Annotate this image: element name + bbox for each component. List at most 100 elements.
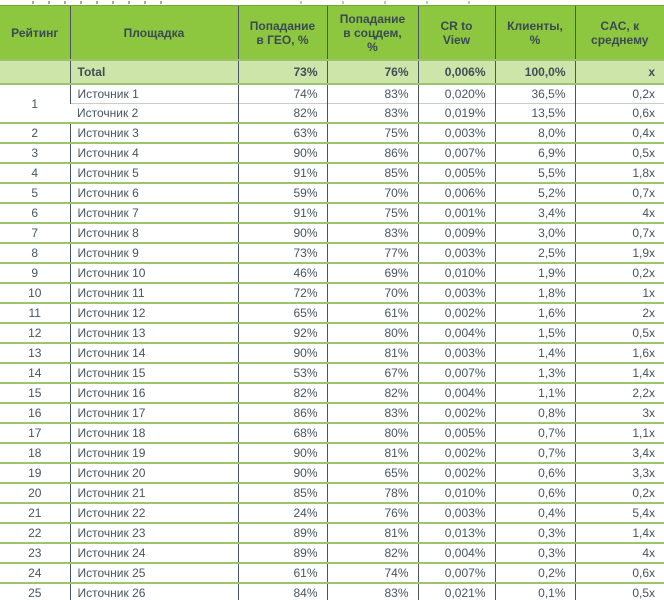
cell-cac: 2,2x [574, 382, 664, 403]
cell-platform: Источник 12 [69, 302, 238, 323]
cell-geo: 65% [237, 302, 327, 323]
cell-cac: 0,7x [574, 182, 664, 203]
cell-clients: 0,7% [494, 422, 575, 443]
cell-clients: 1,8% [494, 282, 575, 303]
cell-platform: Источник 6 [69, 182, 238, 203]
cell-cac: 1x [574, 282, 664, 303]
cell-social: 83% [326, 103, 418, 123]
cropped-text-remnant [0, 0, 664, 5]
table-row: Источник 2 82% 83% 0,019% 13,5% 0,6x [0, 103, 664, 123]
table-row: 25 Источник 26 84% 83% 0,021% 0,1% 0,5x [0, 582, 664, 600]
cell-social: 83% [326, 83, 418, 104]
cell-rating: 8 [0, 242, 70, 263]
cell-cr: 0,003% [417, 242, 495, 263]
header-geo: Попадание в ГЕО, % [237, 5, 327, 60]
cell-social: 80% [326, 422, 418, 443]
cell-cac: 2x [574, 302, 664, 323]
header-row: Рейтинг Площадка Попадание в ГЕО, % Попа… [0, 5, 664, 60]
header-cac: CAC, к среднему [574, 5, 664, 60]
cell-cac: 1,4x [574, 362, 664, 383]
cell-social: 81% [326, 342, 418, 363]
cell-rating: 19 [0, 462, 70, 483]
cell-rating: 17 [0, 422, 70, 443]
cell-clients: 36,5% [494, 83, 575, 104]
cell-cac: 1,1x [574, 422, 664, 443]
cell-cr: 0,007% [417, 562, 495, 583]
cell-platform: Источник 15 [69, 362, 238, 383]
cell-clients: 1,4% [494, 342, 575, 363]
cell-rating: 7 [0, 222, 70, 243]
table-row: 12 Источник 13 92% 80% 0,004% 1,5% 0,5x [0, 322, 664, 343]
cell-social: 74% [326, 562, 418, 583]
cell-clients: 0,6% [494, 482, 575, 503]
cell-clients: 13,5% [494, 103, 575, 123]
cell-cac: 1,9x [574, 242, 664, 263]
cell-social: 83% [326, 222, 418, 243]
table-row: 4 Источник 5 91% 85% 0,005% 5,5% 1,8x [0, 162, 664, 183]
cell-platform: Источник 4 [69, 142, 238, 163]
cell-geo: 46% [237, 262, 327, 283]
cell-clients: 0,3% [494, 522, 575, 543]
cell-geo: 73% [237, 242, 327, 263]
cell-social: 75% [326, 122, 418, 143]
cell-geo: 91% [237, 202, 327, 223]
header-social: Попадание в соцдем, % [326, 5, 418, 60]
cell-cac: 1,6x [574, 342, 664, 363]
cell-clients: 5,5% [494, 162, 575, 183]
cell-platform: Источник 25 [69, 562, 238, 583]
cell-platform: Источник 14 [69, 342, 238, 363]
table-row: 1 Источник 1 74% 83% 0,020% 36,5% 0,2x [0, 83, 664, 123]
cell-cac: 0,5x [574, 322, 664, 343]
cell-clients: 1,1% [494, 382, 575, 403]
cell-platform: Источник 16 [69, 382, 238, 403]
cell-geo: 24% [237, 502, 327, 523]
table-row: 8 Источник 9 73% 77% 0,003% 2,5% 1,9x [0, 242, 664, 263]
cell-platform: Источник 5 [69, 162, 238, 183]
cell-geo: 85% [237, 482, 327, 503]
table-row: 17 Источник 18 68% 80% 0,005% 0,7% 1,1x [0, 422, 664, 443]
cell-platform: Источник 22 [69, 502, 238, 523]
cell-platform: Источник 9 [69, 242, 238, 263]
table-row: 23 Источник 24 89% 82% 0,004% 0,3% 4x [0, 542, 664, 563]
cell-platform: Источник 21 [69, 482, 238, 503]
cell-cr: 0,003% [417, 502, 495, 523]
total-label: Total [69, 59, 238, 84]
cell-geo: 61% [237, 562, 327, 583]
cell-cac: 0,2x [574, 262, 664, 283]
cell-platform: Источник 19 [69, 442, 238, 463]
table-row: 24 Источник 25 61% 74% 0,007% 0,2% 0,6x [0, 562, 664, 583]
cell-rating: 9 [0, 262, 70, 283]
cell-cr: 0,007% [417, 142, 495, 163]
cell-social: 82% [326, 382, 418, 403]
cell-platform: Источник 11 [69, 282, 238, 303]
cell-cr: 0,021% [417, 582, 495, 600]
cell-cr: 0,006% [417, 182, 495, 203]
cell-rating: 5 [0, 182, 70, 203]
sources-rating-table: Рейтинг Площадка Попадание в ГЕО, % Попа… [0, 5, 664, 600]
cell-clients: 1,3% [494, 362, 575, 383]
cell-social: 78% [326, 482, 418, 503]
cell-cac: 5,4x [574, 502, 664, 523]
cell-cac: 0,6x [574, 103, 664, 123]
header-cr: CR to View [417, 5, 495, 60]
cell-rating: 13 [0, 342, 70, 363]
cell-platform: Источник 1 [69, 83, 238, 104]
cell-social: 85% [326, 162, 418, 183]
table-row: 7 Источник 8 90% 83% 0,009% 3,0% 0,7x [0, 222, 664, 243]
cell-rating: 14 [0, 362, 70, 383]
cell-clients: 1,5% [494, 322, 575, 343]
table-row: 22 Источник 23 89% 81% 0,013% 0,3% 1,4x [0, 522, 664, 543]
cell-geo: 90% [237, 462, 327, 483]
cell-rating: 21 [0, 502, 70, 523]
cell-cr: 0,005% [417, 422, 495, 443]
cell-platform: Источник 24 [69, 542, 238, 563]
cell-cac: 1,4x [574, 522, 664, 543]
cell-social: 69% [326, 262, 418, 283]
cell-cr: 0,009% [417, 222, 495, 243]
cell-platform: Источник 17 [69, 402, 238, 423]
cell-cac: 0,2x [574, 482, 664, 503]
table-row: 18 Источник 19 90% 81% 0,002% 0,7% 3,4x [0, 442, 664, 463]
cell-platform: Источник 20 [69, 462, 238, 483]
cell-cr: 0,003% [417, 282, 495, 303]
